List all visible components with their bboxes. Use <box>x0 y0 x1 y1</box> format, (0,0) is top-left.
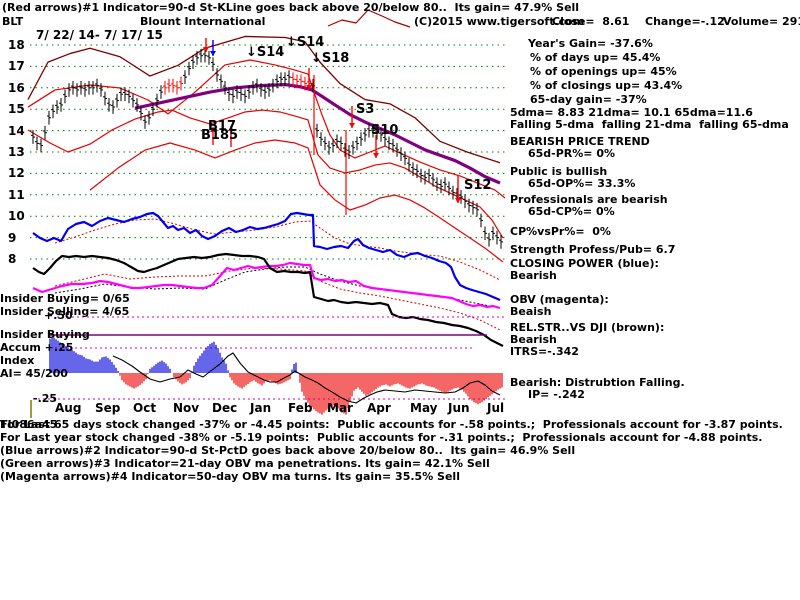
company-name: Blount International <box>140 15 266 28</box>
signal-label-s18: ↓S18 <box>311 51 350 66</box>
itrs-value: ITRS=-.342 <box>510 345 579 358</box>
signal-label-b17: B17 <box>208 119 236 134</box>
indicator3-legend: (Green arrows)#3 Indicator=21-day OBV ma… <box>0 457 490 470</box>
insider-buying-label: Insider Buying <box>0 328 90 341</box>
summary-65day-overlay: TI086a45 <box>0 418 58 431</box>
ytick-label: 11 <box>8 187 25 202</box>
ticker-symbol: BLT <box>2 15 24 28</box>
signal-label-s12: S12 <box>464 178 492 193</box>
signal-label-s10: S10 <box>371 123 399 138</box>
stat-dma-trend: Falling 5-dma falling 21-dma falling 65-… <box>510 118 789 131</box>
ytick-label: 14 <box>8 123 25 138</box>
stat-cp-vs-pr: CP%vsPr%= 0% <box>510 225 611 238</box>
stat-strength-ratio: Strength Profess/Pub= 6.7 <box>510 243 676 256</box>
ytick-label: 18 <box>8 38 25 52</box>
obv-state: Beaish <box>510 305 552 318</box>
relstr-heading: REL.STR..VS DJI (brown): <box>510 321 665 334</box>
summary-65day: For Last 65 days stock changed -37% or -… <box>0 418 783 431</box>
closing-power-heading: CLOSING POWER (blue): <box>510 257 659 270</box>
insider-buying-count: Insider Buying= 0/65 <box>0 292 130 305</box>
indicator2-legend: (Blue arrows)#2 Indicator=90-d St-PctD g… <box>0 444 576 457</box>
stat-65d-cp: 65d-CP%= 0% <box>528 205 615 218</box>
indicator1-legend: (Red arrows)#1 Indicator=90-d St-KLine g… <box>2 1 580 14</box>
summary-year: For Last year stock changed -38% or -5.1… <box>0 431 763 444</box>
month-label-jun: Jun <box>448 401 470 415</box>
stat-price-trend: BEARISH PRICE TREND <box>510 135 650 148</box>
date-range: 7/ 22/ 14- 7/ 17/ 15 <box>36 28 163 42</box>
signal-label-b185: B185 <box>201 128 239 143</box>
ytick-label: 17 <box>8 59 25 74</box>
distribution-state: Bearish: Distrubtion Falling. <box>510 376 685 389</box>
index-label: Index <box>0 354 35 367</box>
accum-plus25-label: Accum +.25 <box>0 341 74 354</box>
signal-label-s14: ↓S14 <box>286 35 325 50</box>
closing-power-state: Bearish <box>510 269 557 282</box>
relstr-state: Bearish <box>510 333 557 346</box>
ytick-label: 16 <box>8 80 25 95</box>
ai-minus25-label: -.25 <box>33 392 58 405</box>
change-value: Change=-.12 <box>645 15 725 28</box>
signal-label-s14: ↓S14 <box>246 45 285 60</box>
stat-closings-up: % of closings up= 43.4% <box>530 79 683 92</box>
ai-count-label: AI= 45/200 <box>0 367 68 380</box>
stat-65day-gain: 65-day gain= -37% <box>530 93 647 106</box>
month-label-jan: Jan <box>250 401 272 415</box>
month-label-may: May <box>410 401 438 415</box>
ytick-label: 9 <box>8 230 17 245</box>
stat-65d-op: 65d-OP%= 33.3% <box>528 177 636 190</box>
insider-selling-count: Insider Selling= 4/65 <box>0 305 130 318</box>
month-label-jul: Jul <box>487 401 505 415</box>
stat-dmas: 5dma= 8.83 21dma= 10.1 65dma=11.6 <box>510 106 753 119</box>
ytick-label: 12 <box>8 166 25 181</box>
close-value: Close= 8.61 <box>552 15 630 28</box>
month-label-mar: Mar <box>327 401 353 415</box>
stat-openings-up: % of openings up= 45% <box>530 65 677 78</box>
month-label-apr: Apr <box>367 401 391 415</box>
stat-professionals: Professionals are bearish <box>510 193 668 206</box>
stat-years-gain: Year's Gain= -37.6% <box>528 37 653 50</box>
volume-value: Volume= 2910 <box>723 15 800 28</box>
signal-label-s3: S3 <box>356 102 375 117</box>
stat-days-up: % of days up= 45.4% <box>530 51 661 64</box>
ytick-label: 8 <box>8 252 17 266</box>
stat-65d-pr: 65d-PR%= 0% <box>528 147 616 160</box>
obv-heading: OBV (magenta): <box>510 293 609 306</box>
month-label-feb: Feb <box>288 401 313 415</box>
copyright-url: (C)2015 www.tigersoft.com <box>414 15 585 28</box>
ip-value: IP= -.242 <box>528 388 585 401</box>
month-label-nov: Nov <box>173 401 200 415</box>
month-label-aug: Aug <box>55 401 82 415</box>
month-label-sep: Sep <box>95 401 121 415</box>
ytick-label: 13 <box>8 145 25 159</box>
ytick-label: 15 <box>8 102 25 117</box>
month-label-oct: Oct <box>133 401 157 415</box>
stat-public: Public is bullish <box>510 165 608 178</box>
month-label-dec: Dec <box>212 401 238 415</box>
indicator4-legend: (Magenta arrows)#4 Indicator=50-day OBV … <box>0 470 460 483</box>
ai-plus50-label: +.50 <box>44 309 73 322</box>
ytick-label: 10 <box>8 209 25 224</box>
